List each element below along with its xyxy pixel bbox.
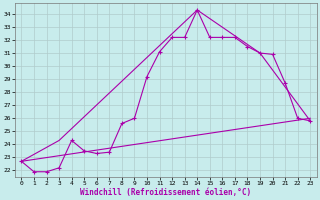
X-axis label: Windchill (Refroidissement éolien,°C): Windchill (Refroidissement éolien,°C) [80,188,252,197]
